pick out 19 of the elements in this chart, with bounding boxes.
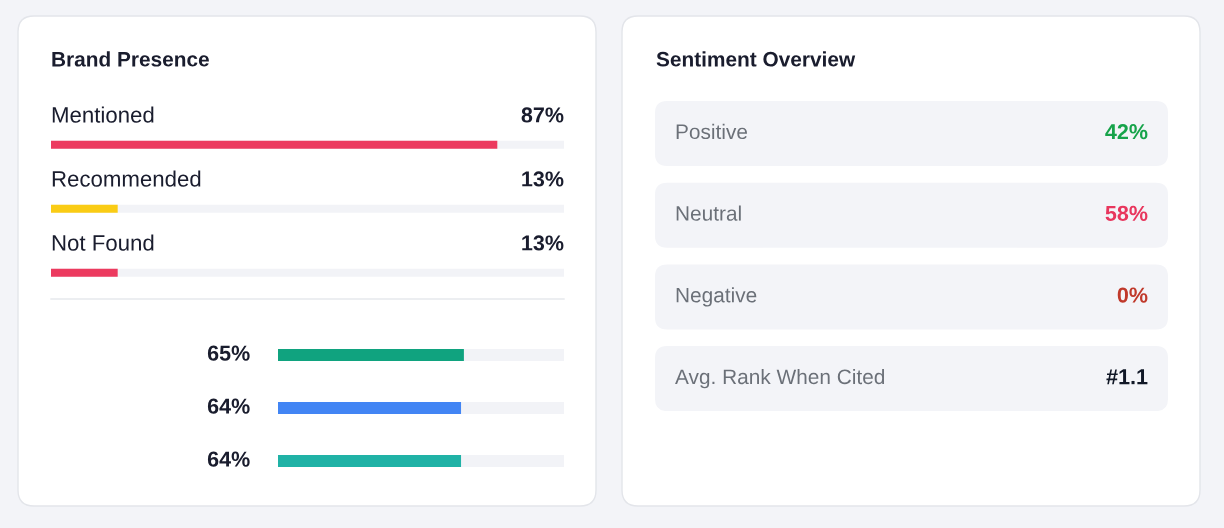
category-label: Negative: [676, 287, 757, 307]
data-label: 64%: [207, 451, 250, 467]
category-label: Positive: [676, 123, 748, 140]
data-label: 64%: [207, 398, 250, 414]
text: 58%: [1105, 205, 1148, 221]
data-label: 87%: [521, 107, 564, 123]
category-label: Recommended: [52, 170, 201, 187]
data-label: 13%: [522, 235, 564, 251]
text: #1.1: [1106, 369, 1148, 385]
chart-title: Brand Presence: [52, 51, 209, 67]
data-label: 13%: [522, 171, 564, 187]
text: Sentiment Overview: [656, 51, 856, 67]
category-label: Neutral: [676, 205, 741, 221]
text: 42%: [1105, 124, 1148, 140]
category-label: Mentioned: [52, 106, 154, 123]
data-label: 65%: [207, 345, 250, 361]
category-label: Not Found: [52, 234, 154, 251]
category-label: Avg. Rank When Cited: [675, 368, 885, 389]
text: 0%: [1117, 287, 1148, 303]
